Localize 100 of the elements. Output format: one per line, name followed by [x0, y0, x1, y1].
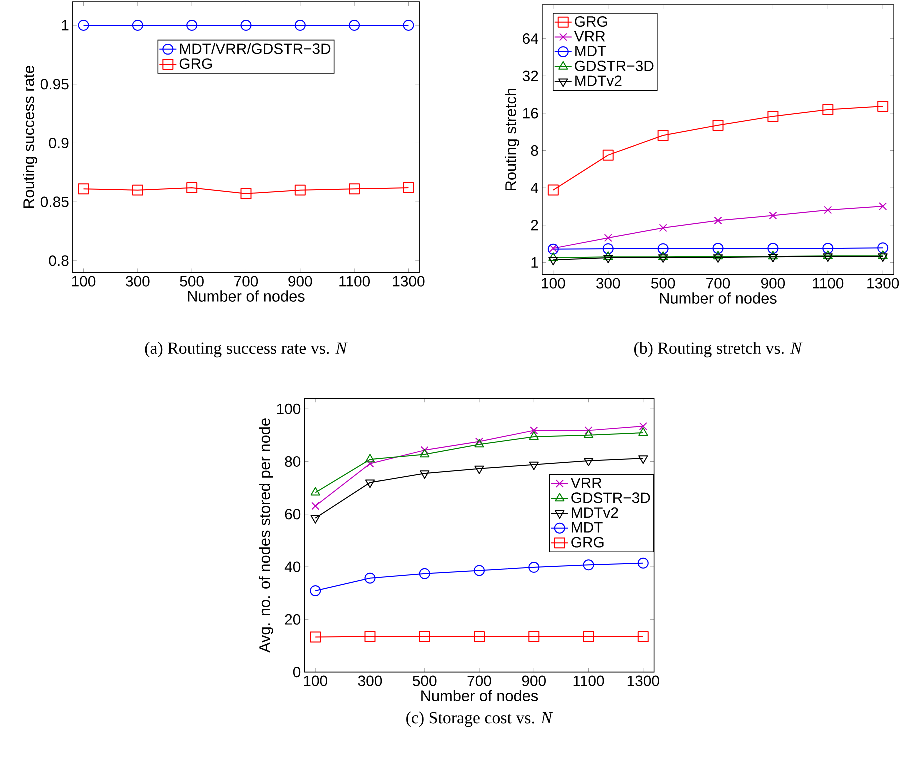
point — [583, 631, 594, 642]
point — [583, 560, 594, 571]
point — [824, 206, 832, 214]
point — [638, 631, 649, 642]
x-tick-label: 100 — [304, 676, 328, 686]
point — [658, 254, 668, 263]
point — [712, 120, 724, 131]
point — [132, 20, 144, 31]
point — [714, 216, 722, 225]
point — [878, 254, 888, 262]
point — [474, 466, 484, 474]
x-tick-label: 1300 — [628, 676, 660, 686]
point — [638, 455, 648, 464]
point — [768, 254, 778, 262]
legend-label: GDSTR−3D — [572, 492, 650, 504]
legend-label: GRG — [575, 16, 608, 27]
point — [420, 449, 430, 458]
x-tick-label: 1300 — [393, 276, 425, 287]
x-axis-title: Number of nodes — [422, 690, 538, 702]
y-tick-label: 60 — [285, 509, 301, 520]
point — [528, 631, 540, 642]
point — [639, 422, 648, 430]
point — [78, 20, 90, 31]
point — [604, 254, 614, 264]
point — [310, 585, 322, 596]
point — [294, 184, 306, 196]
x-axis-title: Number of nodes — [660, 292, 777, 304]
x-tick-label: 500 — [180, 276, 204, 287]
point — [186, 182, 198, 194]
y-tick-label: 20 — [285, 614, 301, 625]
x-tick-label: 1100 — [340, 276, 370, 287]
point — [78, 184, 90, 195]
point — [529, 431, 539, 440]
point — [364, 572, 376, 584]
point — [310, 515, 320, 524]
point — [349, 20, 360, 31]
point — [768, 251, 778, 260]
point — [823, 254, 833, 262]
point — [474, 631, 485, 642]
point — [878, 100, 889, 112]
point — [822, 104, 834, 116]
legend-label: MDT — [576, 46, 606, 56]
point — [822, 242, 834, 254]
point — [604, 251, 614, 260]
point — [713, 251, 724, 260]
x-tick-label: 900 — [761, 278, 786, 289]
y-tick-label: 2 — [531, 220, 538, 231]
point — [529, 462, 539, 470]
point — [584, 458, 594, 466]
point — [240, 20, 252, 31]
point — [420, 470, 430, 479]
point — [584, 426, 593, 435]
legend-label: GRG — [572, 537, 604, 548]
point — [530, 426, 538, 435]
point — [768, 242, 779, 254]
point — [584, 430, 594, 438]
point — [768, 110, 779, 122]
y-tick-label: 40 — [284, 562, 301, 572]
legend-label: MDT — [572, 522, 603, 533]
point — [823, 250, 833, 260]
point — [712, 242, 724, 254]
point — [548, 256, 558, 266]
x-tick-label: 300 — [126, 276, 150, 287]
y-tick-label: 0 — [293, 666, 301, 678]
x-tick-label: 700 — [234, 276, 258, 287]
point — [364, 631, 376, 642]
y-tick-label: 0.95 — [40, 79, 69, 90]
text: (b) Routing stretch vs. N — [634, 342, 803, 358]
point — [403, 20, 414, 31]
point — [878, 250, 888, 260]
point — [878, 242, 889, 254]
text: (c) Storage cost vs. N — [406, 712, 554, 728]
legend-label: MDTv2 — [576, 76, 622, 86]
point — [658, 251, 668, 260]
x-tick-label: 300 — [358, 676, 382, 686]
legend-label: GDSTR−3D — [575, 60, 654, 72]
point — [548, 252, 558, 261]
point — [658, 243, 669, 254]
y-axis-title: Routing success rate — [23, 66, 38, 208]
point — [420, 446, 429, 454]
y-tick-label: 80 — [285, 456, 301, 467]
point — [713, 254, 724, 263]
y-tick-label: 0.8 — [49, 256, 69, 266]
point — [403, 182, 414, 194]
y-tick-label: 32 — [522, 70, 538, 82]
point — [474, 565, 485, 576]
y-tick-label: 4 — [530, 182, 538, 194]
legend-label: MDT/VRR/GDSTR−3D — [180, 43, 331, 54]
point — [294, 20, 306, 31]
x-tick-label: 1300 — [868, 278, 900, 289]
point — [312, 502, 320, 510]
y-tick-label: 1 — [532, 257, 538, 268]
point — [132, 184, 144, 196]
point — [638, 558, 649, 569]
point — [419, 568, 430, 580]
x-axis-title: Number of nodes — [188, 290, 305, 302]
point — [365, 454, 376, 463]
point — [366, 460, 374, 468]
point — [528, 562, 540, 573]
x-tick-label: 900 — [288, 276, 312, 287]
